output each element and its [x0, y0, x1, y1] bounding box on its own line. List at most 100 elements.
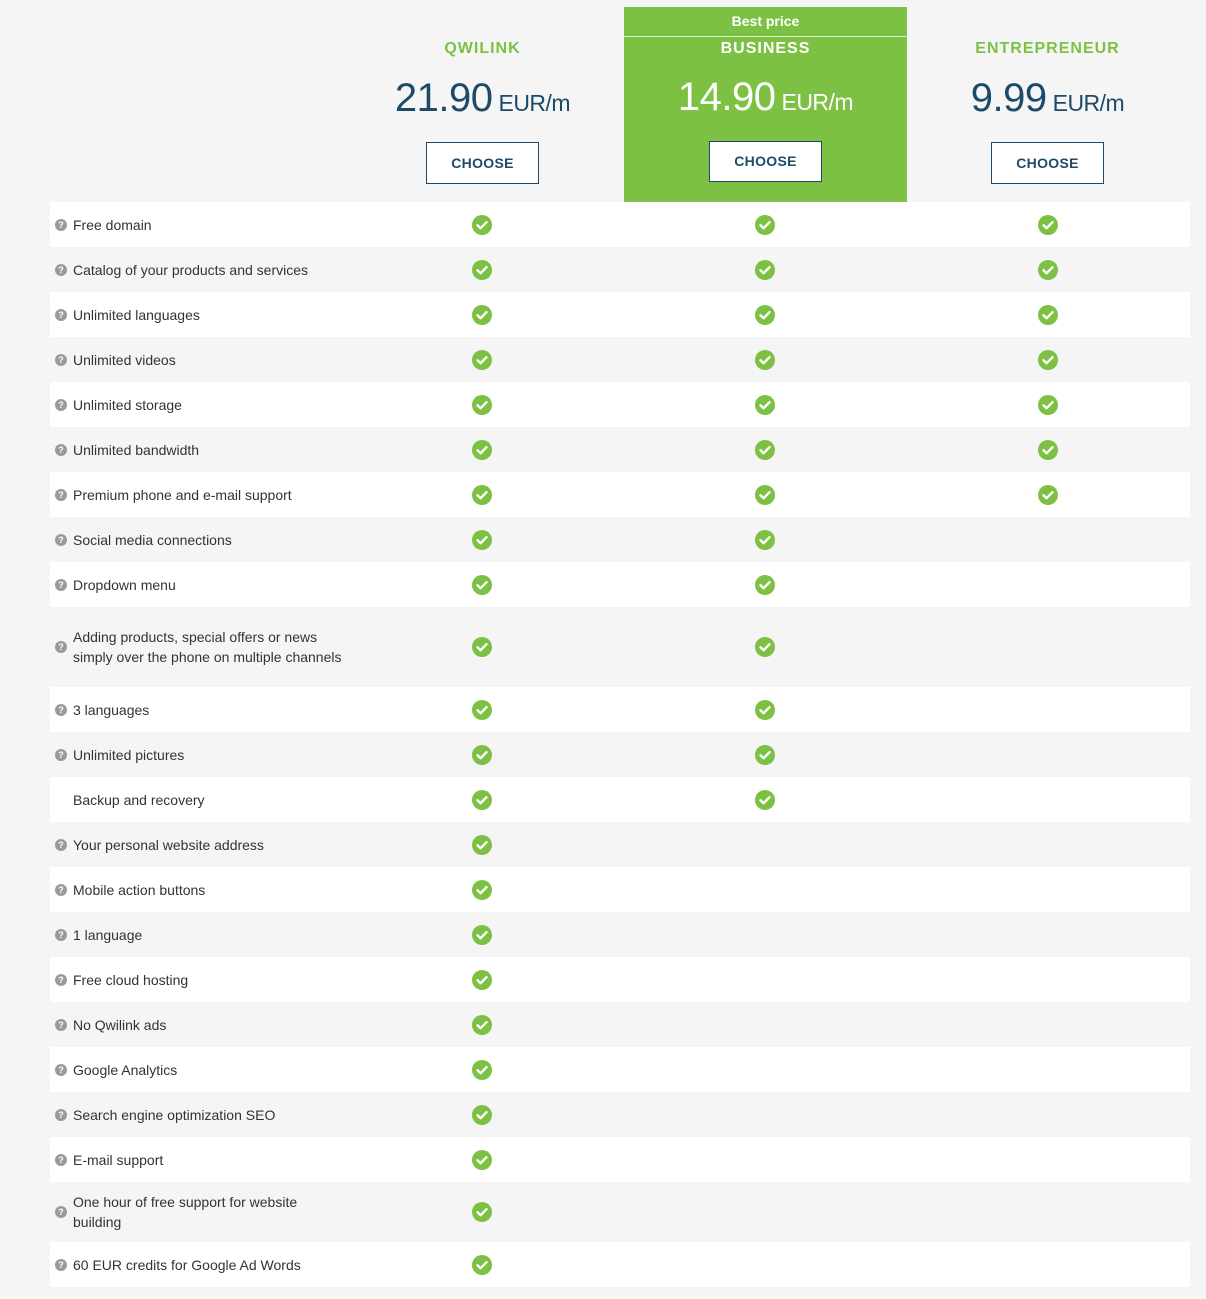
price-unit: EUR/m: [781, 89, 854, 115]
check-icon: [755, 304, 775, 325]
feature-row: ? Google Analytics: [50, 1047, 1190, 1092]
feature-row: ? Search engine optimization SEO: [50, 1092, 1190, 1137]
check-icon: [472, 574, 492, 595]
check-icon: [755, 574, 775, 595]
feature-label: Social media connections: [73, 531, 232, 548]
check-icon: [472, 1149, 492, 1170]
check-icon: [755, 484, 775, 505]
check-icon: [472, 879, 492, 900]
check-icon: [472, 1104, 492, 1125]
plan-qwilink: QWILINK 21.90 EUR/m CHOOSE: [341, 40, 624, 184]
feature-label: Mobile action buttons: [73, 881, 206, 898]
help-icon[interactable]: ?: [55, 641, 67, 653]
check-icon: [472, 699, 492, 720]
help-icon[interactable]: ?: [55, 443, 67, 456]
feature-row: ? Free domain: [50, 202, 1190, 247]
check-icon: [472, 349, 492, 370]
plan-entrepreneur: ENTREPRENEUR 9.99 EUR/m CHOOSE: [906, 40, 1189, 184]
feature-label: Adding products, special offers or news …: [73, 629, 342, 665]
help-icon[interactable]: ?: [55, 578, 67, 591]
help-icon[interactable]: ?: [55, 1018, 67, 1031]
check-icon: [1038, 484, 1058, 505]
feature-label: Search engine optimization SEO: [73, 1106, 276, 1123]
help-icon[interactable]: ?: [55, 308, 67, 321]
check-icon: [755, 214, 775, 235]
check-icon: [472, 304, 492, 325]
feature-label: Free cloud hosting: [73, 971, 189, 988]
feature-label: 1 language: [73, 926, 143, 943]
help-icon[interactable]: ?: [55, 703, 67, 716]
plan-price: 9.99 EUR/m: [906, 76, 1189, 122]
feature-label: Unlimited storage: [73, 396, 182, 413]
price-amount: 21.90: [394, 76, 493, 120]
choose-qwilink-button[interactable]: CHOOSE: [426, 142, 539, 184]
help-icon[interactable]: ?: [55, 928, 67, 941]
check-icon: [472, 1014, 492, 1035]
feature-row: ? Unlimited pictures: [50, 732, 1190, 777]
check-icon: [1038, 304, 1058, 325]
feature-row: ? Your personal website address: [50, 822, 1190, 867]
check-icon: [755, 789, 775, 810]
help-icon[interactable]: ?: [55, 398, 67, 411]
feature-label: Premium phone and e-mail support: [73, 486, 292, 503]
feature-row: ? 60 EUR credits for Google Ad Words: [50, 1242, 1190, 1287]
help-icon[interactable]: ?: [55, 973, 67, 986]
help-icon[interactable]: ?: [55, 1153, 67, 1166]
check-icon: [472, 637, 492, 657]
help-icon[interactable]: ?: [55, 488, 67, 501]
help-icon[interactable]: ?: [55, 1063, 67, 1076]
best-price-badge: Best price: [624, 7, 907, 37]
check-icon: [472, 1202, 492, 1222]
check-icon: [755, 637, 775, 657]
feature-label: Unlimited bandwidth: [73, 441, 200, 458]
plan-price: 14.90 EUR/m: [624, 75, 907, 121]
plan-name: ENTREPRENEUR: [975, 40, 1120, 57]
help-icon[interactable]: ?: [55, 838, 67, 851]
feature-label: Unlimited languages: [73, 306, 200, 323]
plan-name: BUSINESS: [720, 40, 811, 57]
help-icon[interactable]: ?: [55, 883, 67, 896]
help-icon[interactable]: ?: [55, 1108, 67, 1121]
help-icon[interactable]: ?: [55, 353, 67, 366]
help-icon[interactable]: ?: [55, 748, 67, 761]
feature-label: No Qwilink ads: [73, 1016, 167, 1033]
check-icon: [755, 744, 775, 765]
feature-row: ? Adding products, special offers or news…: [50, 607, 1190, 687]
feature-row: ? Dropdown menu: [50, 562, 1190, 607]
check-icon: [755, 259, 775, 280]
check-icon: [472, 439, 492, 460]
feature-row: ? Mobile action buttons: [50, 867, 1190, 912]
check-icon: [472, 1059, 492, 1080]
choose-business-button[interactable]: CHOOSE: [709, 141, 822, 182]
feature-row: ? Unlimited languages: [50, 292, 1190, 337]
feature-row: ? 3 languages: [50, 687, 1190, 732]
check-icon: [755, 349, 775, 370]
feature-row: ? Free cloud hosting: [50, 957, 1190, 1002]
plan-price: 21.90 EUR/m: [341, 76, 624, 122]
pricing-plans-header: QWILINK 21.90 EUR/m CHOOSE Best price BUS…: [0, 0, 1206, 202]
feature-row: ? Social media connections: [50, 517, 1190, 562]
check-icon: [755, 529, 775, 550]
help-icon[interactable]: ?: [55, 1206, 67, 1218]
feature-label: Unlimited videos: [73, 351, 176, 368]
feature-row: Backup and recovery: [50, 777, 1190, 822]
check-icon: [472, 744, 492, 765]
help-icon[interactable]: ?: [55, 218, 67, 231]
feature-label: Catalog of your products and services: [73, 261, 309, 278]
help-icon[interactable]: ?: [55, 263, 67, 276]
check-icon: [472, 214, 492, 235]
price-amount: 9.99: [970, 76, 1047, 120]
check-icon: [1038, 214, 1058, 235]
feature-label: Unlimited pictures: [73, 746, 185, 763]
check-icon: [1038, 349, 1058, 370]
feature-label: Your personal website address: [73, 836, 264, 853]
feature-label: 3 languages: [73, 701, 150, 718]
feature-row: ? No Qwilink ads: [50, 1002, 1190, 1047]
check-icon: [1038, 394, 1058, 415]
choose-entrepreneur-button[interactable]: CHOOSE: [991, 142, 1104, 184]
help-icon[interactable]: ?: [55, 1258, 67, 1271]
help-icon[interactable]: ?: [55, 533, 67, 546]
check-icon: [755, 439, 775, 460]
feature-row: ? Premium phone and e-mail support: [50, 472, 1190, 517]
feature-label: E-mail support: [73, 1151, 164, 1168]
